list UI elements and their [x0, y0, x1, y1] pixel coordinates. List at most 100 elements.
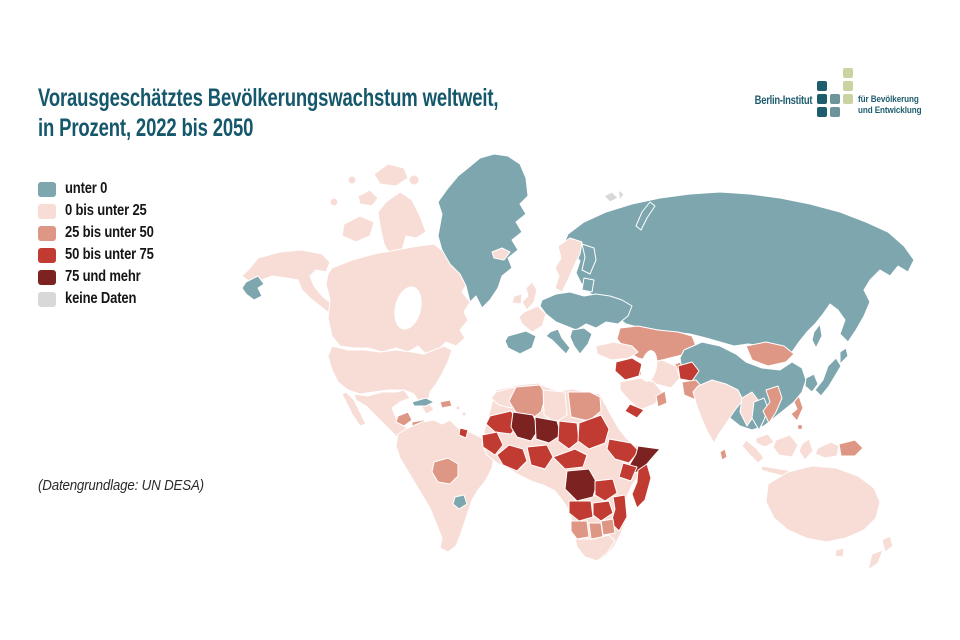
region-baja-california	[341, 391, 367, 427]
logo-square-empty	[830, 81, 840, 91]
region-cameroon-car	[552, 448, 588, 470]
region-chad	[557, 420, 580, 450]
logo-square	[817, 107, 828, 117]
region-senegal-guinea	[481, 431, 504, 456]
region-japan	[839, 347, 849, 365]
region-mauritania	[485, 410, 520, 435]
region-svalbard	[603, 191, 619, 203]
world-map-choropleth	[241, 153, 915, 571]
region-egypt	[567, 391, 602, 422]
region-afghanistan	[677, 361, 700, 382]
legend-label: 25 bis unter 50	[65, 224, 154, 241]
logo-square	[830, 107, 841, 117]
region-yemen	[624, 403, 645, 419]
legend-label: unter 0	[65, 180, 108, 197]
logo-square-empty	[830, 68, 840, 78]
region-haiti	[439, 399, 453, 409]
legend-swatch	[38, 291, 56, 307]
region-uruguay	[452, 494, 468, 510]
region-thailand	[751, 397, 769, 431]
region-sulawesi	[798, 438, 814, 461]
region-finland	[581, 243, 597, 275]
data-source-note: (Datengrundlage: UN DESA)	[38, 478, 204, 494]
region-south-africa	[574, 534, 616, 562]
logo-square-empty	[843, 107, 853, 117]
logo-square	[817, 81, 828, 91]
legend-item: 25 bis unter 50	[38, 224, 171, 241]
region-mongolia	[745, 341, 795, 367]
region-borneo	[772, 434, 799, 458]
legend-swatch	[38, 269, 56, 285]
region-sri-lanka	[719, 448, 728, 461]
region-libya	[542, 389, 568, 424]
legend-item: 75 und mehr	[38, 268, 171, 285]
caspian-sea	[640, 350, 658, 382]
region-south-america	[395, 419, 495, 553]
region-island-dot	[408, 174, 420, 186]
region-iraq-syria	[614, 357, 643, 381]
region-island-dot	[329, 197, 339, 207]
region-svalbard	[617, 189, 625, 201]
logo-tagline-line1: für Bevölkerung	[858, 94, 920, 104]
logo-square	[830, 94, 841, 104]
legend: unter 0 0 bis unter 25 25 bis unter 50 50 b…	[38, 180, 171, 313]
region-uk	[521, 281, 538, 311]
region-ethiopia	[606, 438, 640, 464]
region-philippines	[790, 395, 804, 422]
legend-label: 0 bis unter 25	[65, 202, 147, 219]
region-island-baffin	[377, 191, 427, 259]
region-french-guiana	[458, 427, 469, 439]
region-papua-new-guinea	[838, 439, 864, 457]
region-france	[518, 305, 547, 333]
region-korea	[804, 373, 819, 393]
region-drc	[564, 468, 598, 502]
region-caribbean-island	[455, 405, 461, 411]
region-laos-vietnam	[762, 385, 783, 424]
region-sumatra	[741, 439, 765, 464]
region-turkey	[595, 341, 639, 361]
region-island-ellesmere	[373, 163, 409, 187]
region-new-zealand	[867, 549, 884, 571]
region-balkans	[569, 327, 593, 355]
region-russia	[564, 191, 915, 357]
region-norway-sweden	[554, 237, 583, 293]
region-oman	[655, 390, 668, 408]
region-italy	[545, 328, 571, 355]
region-new-zealand	[881, 535, 894, 553]
page-title: Vorausgeschätztes Bevölkerungswachstum w…	[38, 84, 498, 143]
logo-tagline: für Bevölkerung und Entwicklung	[858, 94, 922, 116]
region-baltics	[581, 277, 595, 293]
region-mozambique	[610, 494, 628, 532]
region-guatemala	[395, 411, 413, 427]
region-malaysia	[755, 433, 775, 448]
logo-square	[843, 81, 854, 91]
region-novaya-zemlya	[635, 201, 656, 231]
region-kenya	[618, 462, 638, 482]
region-cuba	[411, 397, 435, 407]
region-west-africa-coast	[496, 444, 528, 472]
region-zimbabwe	[600, 518, 616, 536]
region-tasmania	[834, 547, 845, 558]
hudson-bay	[394, 286, 422, 330]
legend-label: 50 bis unter 75	[65, 246, 154, 263]
region-mali	[510, 411, 540, 442]
region-ireland	[511, 293, 523, 305]
legend-item: 0 bis unter 25	[38, 202, 171, 219]
legend-item: 50 bis unter 75	[38, 246, 171, 263]
logo-square	[843, 68, 854, 78]
region-sakhalin	[811, 323, 823, 349]
map-regions	[241, 153, 915, 571]
legend-swatch	[38, 203, 56, 219]
region-zambia	[592, 500, 614, 522]
logo-square-empty	[817, 68, 827, 78]
legend-label: 75 und mehr	[65, 268, 141, 285]
region-island-dot	[347, 175, 357, 185]
region-usa	[327, 345, 453, 415]
region-japan	[814, 357, 842, 397]
legend-swatch	[38, 225, 56, 241]
region-iceland	[491, 247, 511, 261]
legend-item: unter 0	[38, 180, 171, 197]
region-tanzania	[594, 478, 618, 502]
logo-berlin-institut: Berlin-Institut für Bevölkerung und Entw…	[742, 64, 929, 117]
region-iberia	[504, 330, 537, 355]
